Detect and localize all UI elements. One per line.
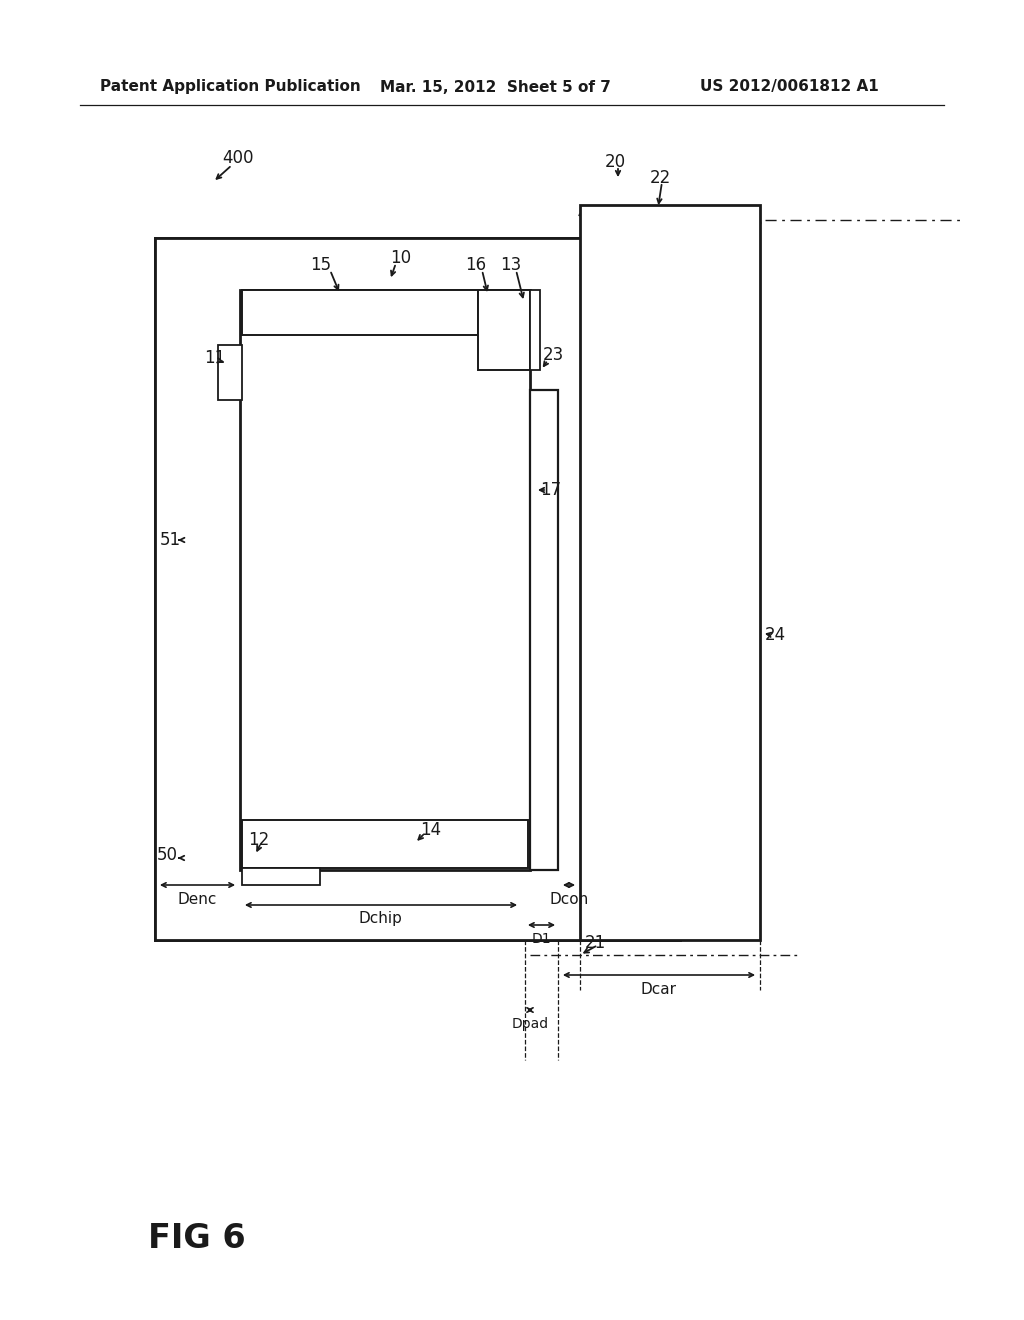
Text: Patent Application Publication: Patent Application Publication bbox=[100, 79, 360, 95]
Text: FIG 6: FIG 6 bbox=[148, 1221, 246, 1254]
Text: 14: 14 bbox=[420, 821, 441, 840]
Text: 51: 51 bbox=[160, 531, 181, 549]
Text: 11: 11 bbox=[204, 348, 225, 367]
Text: Dcon: Dcon bbox=[549, 891, 589, 907]
Text: 400: 400 bbox=[222, 149, 254, 168]
Text: 13: 13 bbox=[500, 256, 521, 275]
Text: 21: 21 bbox=[585, 935, 606, 952]
Bar bbox=[530, 290, 540, 370]
Text: 50: 50 bbox=[157, 846, 178, 865]
Text: 20: 20 bbox=[605, 153, 626, 172]
Bar bbox=[580, 205, 760, 940]
Bar bbox=[242, 290, 478, 335]
Text: Dchip: Dchip bbox=[358, 912, 402, 927]
Text: 24: 24 bbox=[765, 626, 786, 644]
Bar bbox=[242, 869, 319, 884]
Text: 17: 17 bbox=[540, 480, 561, 499]
Bar bbox=[240, 290, 530, 870]
Text: 12: 12 bbox=[248, 832, 269, 849]
Text: 16: 16 bbox=[465, 256, 486, 275]
Text: Dpad: Dpad bbox=[511, 1016, 549, 1031]
Text: D1: D1 bbox=[531, 932, 551, 946]
Bar bbox=[530, 389, 558, 870]
Text: 23: 23 bbox=[543, 346, 564, 364]
Text: Denc: Denc bbox=[178, 891, 217, 907]
Bar bbox=[242, 820, 528, 869]
Text: 10: 10 bbox=[390, 249, 411, 267]
Text: US 2012/0061812 A1: US 2012/0061812 A1 bbox=[700, 79, 879, 95]
Text: Mar. 15, 2012  Sheet 5 of 7: Mar. 15, 2012 Sheet 5 of 7 bbox=[380, 79, 611, 95]
Text: Dcar: Dcar bbox=[641, 982, 677, 997]
Bar bbox=[478, 290, 530, 370]
Bar bbox=[155, 238, 680, 940]
Bar bbox=[218, 345, 242, 400]
Text: 22: 22 bbox=[650, 169, 672, 187]
Text: 15: 15 bbox=[310, 256, 331, 275]
